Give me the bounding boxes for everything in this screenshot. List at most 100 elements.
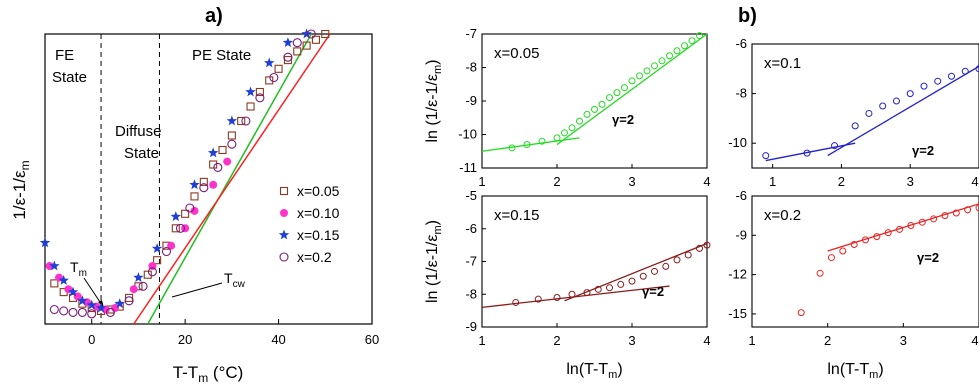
subplot-b1-point [688,37,696,45]
subplot-b1-point [606,94,613,102]
chart-a-xtick-label: 40 [271,332,285,347]
subplot-b1-ytick-label: -9 [465,93,477,108]
chart-a-point [213,162,223,172]
chart-a-point [227,131,236,140]
subplot-b3-xtick-label: 1 [478,333,485,348]
subplot-b1-xtick-label: 4 [703,174,710,189]
subplot-b4-point [850,240,858,248]
chart-a-point [237,116,246,126]
chart-a-point [143,270,152,279]
chart-a-legend-marker [280,209,288,217]
chart-a-point [68,307,78,317]
diffuse-state-line2: State [124,145,159,162]
chart-a-point [77,295,88,306]
subplot-b3-fit-line [564,242,708,302]
chart-a-point [269,72,279,83]
subplot-b2-point [762,152,770,160]
subplot-b4-xtick-label: 3 [900,333,907,348]
chart-a-xlabel-sub: m [198,371,208,385]
chart-a-point [171,224,180,233]
subplot-b2-xtick-label: 4 [971,174,978,189]
subplot-b1-point [576,117,583,125]
subplot-b4-frame [751,195,979,328]
chart-a-point [209,160,218,169]
chart-a-point [321,29,330,39]
chart-a-point [67,286,79,297]
subplot-b2-ytick-label: -6 [735,36,747,51]
subplot-b1-point [696,32,703,40]
subplot-b3-point [703,241,711,249]
subplot-b2-gamma: γ=2 [912,143,934,158]
chart-a-frame [44,33,373,325]
subplot-b4-point [941,212,949,220]
subplot-b2-ytick-label: -10 [728,135,747,150]
chart-a-xtick-label: 60 [365,332,379,347]
chart-a-point [73,292,82,301]
subplot-b3-point [583,289,591,297]
diffuse-state-line1: Diffuse [115,123,161,140]
subplot-b2-point [906,90,914,98]
chart-a-point [241,116,251,126]
subplot-b1-point [523,141,531,149]
subplot-b3-xlabel: ln(T-Tm) [566,361,622,381]
subplot-b3-point [651,267,658,275]
subplot-b4-point [862,236,869,244]
subplot-b1-xtick-label: 1 [478,174,485,189]
chart-a-point [218,145,227,155]
chart-a-point [302,41,311,50]
subplot-b1-xtick-label: 2 [553,174,560,189]
tm-label: Tm [70,259,87,279]
chart-a-point [245,86,256,97]
subplot-b2-point [975,65,979,73]
subplot-b1-point [553,134,561,142]
chart-a: 1/ε-1/εm T-Tm (°C) FE State Diffuse Stat… [10,33,373,385]
subplot-b4-point [907,221,915,229]
subplot-b4-xtick-label: 1 [748,333,755,348]
panel-b-label: b) [738,5,757,27]
chart-a-point [87,309,97,319]
chart-a-point [227,139,237,149]
subplot-b1-point [561,129,568,137]
chart-a-point [226,115,238,126]
subplot-b3-point [512,298,520,306]
subplot-b3-ytick-label: -9 [465,319,477,334]
subplot-b3-point [553,294,561,302]
subplot-b4-point [975,204,979,212]
subplot-b1-point [658,57,666,65]
panel-a-label: a) [205,5,223,27]
tcw-pointer [171,282,223,298]
subplot-b3-point [662,262,670,270]
chart-a-point [49,304,59,315]
subplot-b1-point [651,62,658,70]
chart-a-point [274,64,283,73]
subplot-b1-ytick-label: -11 [459,160,477,175]
subplot-b3-ytick-label: -6 [465,221,477,236]
subplot-b4-ytick-label: -9 [735,227,747,242]
subplot-b2-point [934,77,942,85]
chart-a-fit-line [147,33,312,325]
chart-a-point [170,211,181,222]
chart-a-point [49,260,60,271]
chart-a-point [114,298,125,309]
subplot-b2-ytick-label: -8 [735,86,747,101]
chart-a-point [311,35,320,44]
subplot-b4-point [930,215,938,223]
subplot-b3-ytick-label: -7 [465,254,477,269]
subplot-b2-point [920,82,928,90]
chart-a-legend-label: x=0.2 [297,249,332,265]
subplot-b3-ylabel: ln (1/ε-1/εm) [424,220,444,303]
chart-a-point [58,275,69,285]
subplot-b2-point [851,122,859,130]
subplot-b3-xtick-label: 2 [553,333,560,348]
subplot-b2-point [865,109,873,117]
subplot-b1-ytick-label: -10 [458,127,477,142]
chart-a-point [95,302,107,313]
chart-a-point [86,299,97,310]
chart-a-point [77,307,87,317]
chart-a-point [181,209,190,218]
subplot-b4-point [964,206,972,214]
chart-a-point [50,279,59,288]
subplot-b2-xtick-label: 3 [907,174,914,189]
chart-a-legend-label: x=0.05 [297,183,340,199]
chart-a-point [292,38,302,48]
